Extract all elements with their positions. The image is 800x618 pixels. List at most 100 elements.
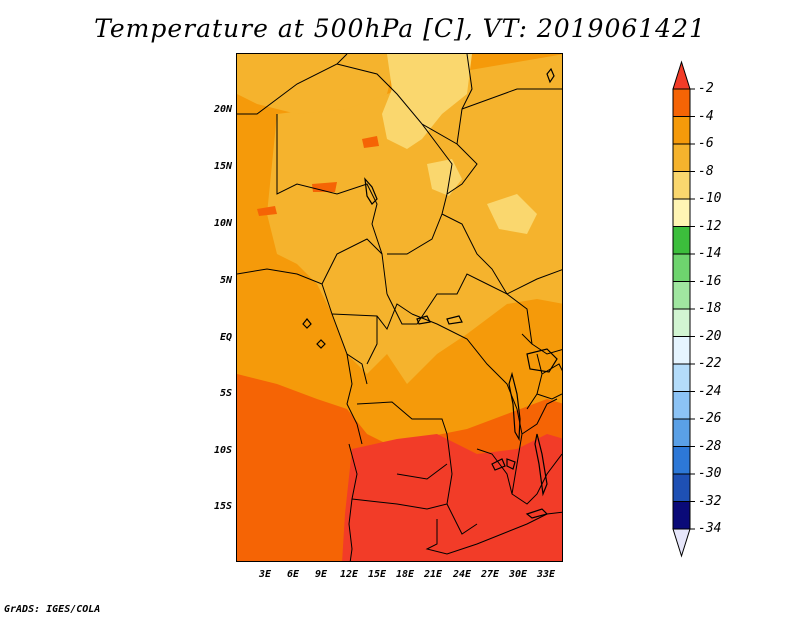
lon-tick-label: 15E [367, 569, 387, 580]
lake-spot [491, 458, 506, 471]
colorbar-segment [672, 391, 691, 420]
colorbar-segment [672, 308, 691, 337]
border-line [541, 363, 562, 375]
colorbar-label: -2 [698, 81, 714, 96]
border-line [521, 333, 533, 345]
coastline-island [546, 67, 555, 84]
colorbar-segment [672, 143, 691, 172]
colorbar-label: -6 [698, 136, 714, 151]
border-line [441, 213, 508, 295]
country-borders [237, 54, 562, 561]
grads-credit: GrADS: IGES/COLA [4, 604, 101, 615]
lon-tick-label: 33E [536, 569, 556, 580]
border-line [331, 303, 413, 331]
border-line [366, 316, 378, 365]
colorbar-segment [672, 363, 691, 392]
lake-chad-outline [364, 177, 378, 205]
colorbar-segment [672, 446, 691, 475]
lon-tick-label: 24E [452, 569, 472, 580]
colorbar-segment [672, 336, 691, 365]
lon-tick-label: 6E [286, 569, 300, 580]
coastline-island [302, 318, 312, 329]
lat-tick-label: 15N [213, 161, 232, 172]
colorbar-label: -12 [698, 218, 722, 234]
field-neg10-neg8-2 [427, 159, 462, 196]
colorbar-label: -14 [698, 246, 722, 261]
colorbar-label: -10 [698, 191, 722, 206]
border-line [321, 238, 383, 285]
lake-spot [525, 508, 549, 519]
colorbar-segment [672, 171, 691, 200]
border-line [276, 114, 388, 295]
colorbar-label: -30 [698, 466, 722, 481]
lon-tick-label: 3E [258, 569, 272, 580]
colorbar-segment [672, 501, 691, 530]
colorbar-segment [672, 198, 691, 227]
field-neg10-neg8-3 [487, 194, 537, 234]
colorbar-segment [672, 281, 691, 310]
lon-tick-label: 9E [314, 569, 328, 580]
lake-spot [446, 315, 463, 325]
lat-tick-label: 20N [213, 104, 232, 115]
colorbar-segment [672, 418, 691, 447]
border-line [346, 353, 363, 445]
colorbar-segment [672, 226, 691, 255]
colorbar-segment [672, 528, 691, 558]
colorbar-label: -22 [698, 356, 722, 371]
border-line [411, 313, 523, 435]
lake-victoria-outline [526, 348, 558, 373]
lon-tick-label: 30E [508, 569, 528, 580]
lat-tick-label: EQ [219, 332, 232, 343]
field-neg10-neg8 [382, 54, 472, 149]
border-line [356, 401, 453, 475]
colorbar-label: -4 [698, 108, 714, 124]
lon-tick-label: 27E [480, 569, 500, 580]
colorbar-segment [672, 473, 691, 502]
border-line [536, 393, 562, 400]
colorbar-segment [672, 253, 691, 282]
colorbar-segment [672, 60, 691, 90]
border-line [237, 268, 368, 385]
colorbar-label: -34 [698, 521, 722, 536]
border-line [461, 88, 562, 110]
border-line [386, 269, 562, 325]
lake-tanganyika-outline [508, 371, 521, 442]
field-neg4-neg2-spot1 [362, 136, 379, 148]
field-neg4-neg2-spot2 [257, 206, 277, 216]
map-panel [236, 53, 563, 562]
lat-tick-label: 10S [213, 445, 232, 456]
lon-tick-label: 18E [395, 569, 415, 580]
colorbar-label: -8 [698, 163, 714, 179]
field-neg8-neg6 [267, 54, 562, 384]
lake-spot [416, 315, 431, 325]
colorbar-label: -26 [698, 411, 722, 426]
border-line [351, 473, 453, 510]
border-line [237, 54, 348, 115]
border-line [446, 143, 478, 195]
lat-tick-label: 5S [219, 388, 232, 399]
border-line [396, 463, 448, 480]
border-line [425, 511, 562, 555]
border-line [348, 443, 358, 561]
lat-tick-label: 15S [213, 501, 232, 512]
colorbar-ticks [690, 88, 695, 530]
lon-tick-label: 21E [423, 569, 443, 580]
colorbar-segments [672, 60, 691, 558]
lon-tick-label: 12E [339, 569, 359, 580]
border-line [336, 54, 473, 145]
colorbar-label: -18 [698, 301, 722, 316]
colorbar-label: -16 [698, 273, 722, 289]
border-line [511, 398, 558, 495]
lat-tick-label: 5N [219, 275, 232, 286]
border-line [526, 353, 543, 410]
colorbar-segment [672, 116, 691, 145]
colorbar-segment [672, 88, 691, 117]
temperature-field-map [237, 54, 562, 561]
border-line [387, 123, 453, 255]
lake-malawi-outline [534, 433, 548, 497]
lat-tick-label: 10N [213, 218, 232, 229]
colorbar-label: -24 [698, 383, 722, 399]
colorbar-label: -32 [698, 493, 722, 509]
colorbar-label: -20 [698, 328, 722, 344]
